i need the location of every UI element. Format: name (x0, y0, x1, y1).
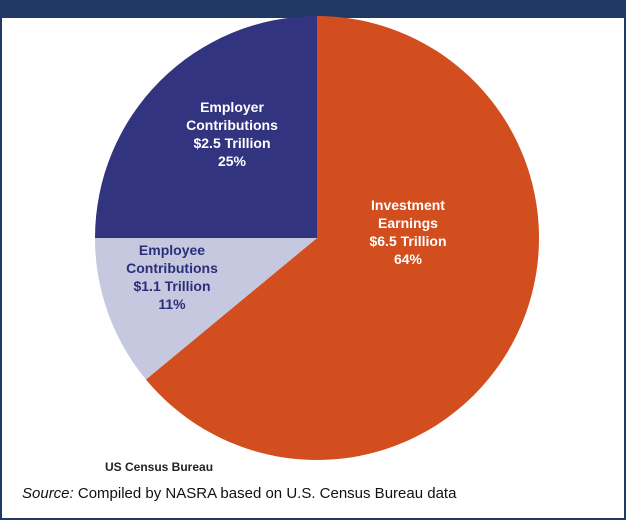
slice-label-line: Employer (200, 99, 264, 115)
slice-label-line: Investment (371, 197, 445, 213)
slice-label-line: Contributions (186, 117, 278, 133)
slice-label-investment-earnings: Investment Earnings $6.5 Trillion 64% (369, 197, 446, 267)
slice-label-line: $6.5 Trillion (369, 233, 446, 249)
source-text: Compiled by NASRA based on U.S. Census B… (73, 485, 457, 502)
slice-label-line: 64% (394, 251, 423, 267)
pie-slice-employer-contributions (95, 16, 317, 238)
slice-label-employee-contributions: Employee Contributions $1.1 Trillion 11% (126, 242, 218, 312)
slice-label-line: $2.5 Trillion (193, 135, 270, 151)
slice-label-line: 11% (158, 296, 186, 312)
source-prefix: Source: (22, 485, 74, 502)
pie-slice-investment-earnings (145, 16, 540, 461)
slice-label-line: Earnings (378, 215, 438, 231)
source-note: Source: Compiled by NASRA based on U.S. … (22, 485, 456, 502)
slice-label-line: Employee (139, 242, 205, 258)
source-organization: US Census Bureau (105, 460, 214, 474)
pie-slice-employee-contributions (95, 238, 317, 380)
slice-label-line: $1.1 Trillion (133, 278, 210, 294)
header-bar (2, 2, 626, 18)
slice-label-line: 25% (218, 153, 247, 169)
slice-label-employer-contributions: Employer Contributions $2.5 Trillion 25% (186, 99, 278, 169)
slice-label-line: Contributions (126, 260, 218, 276)
